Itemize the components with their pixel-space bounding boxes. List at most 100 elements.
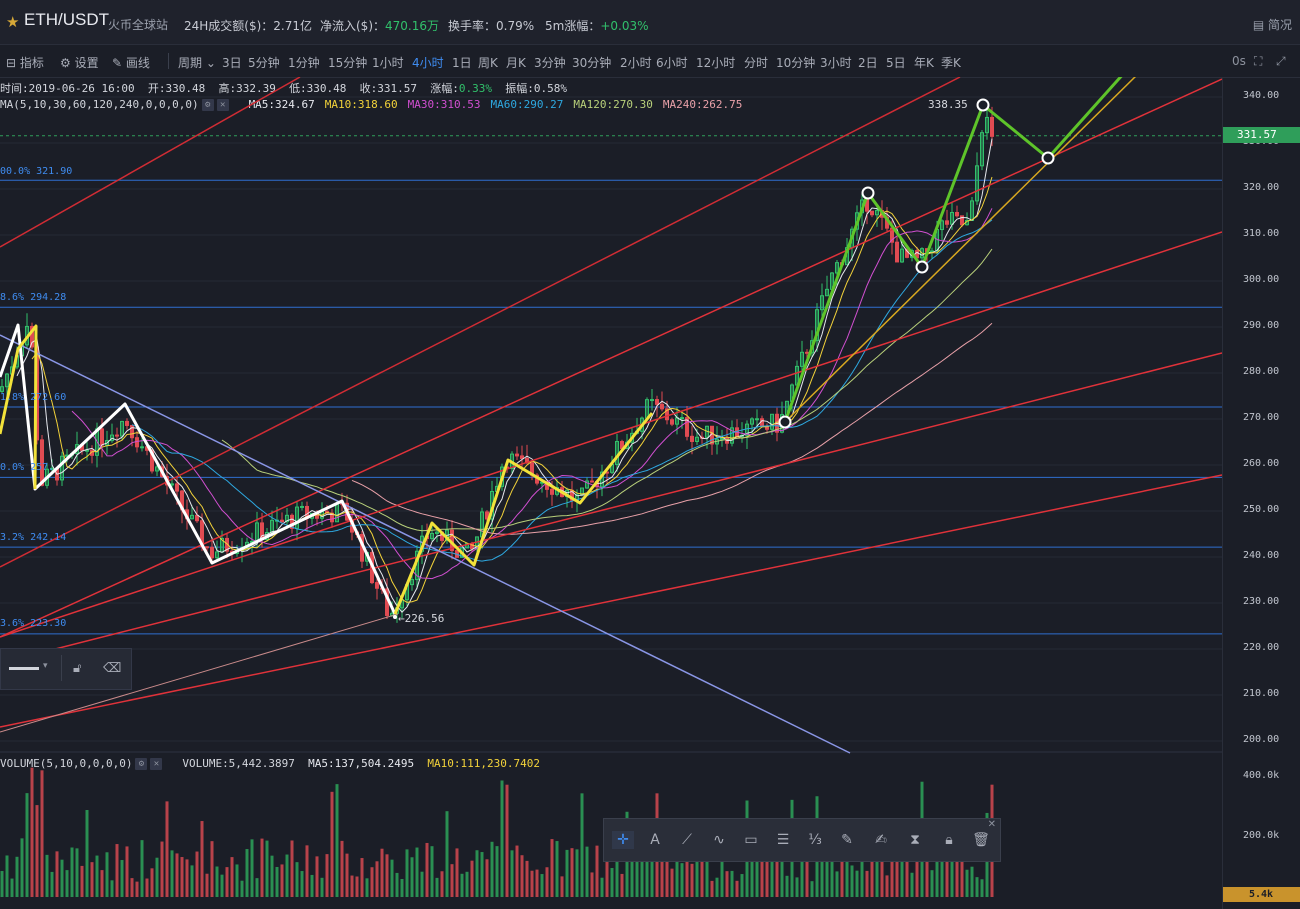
candle-info: 时间:2019-06-26 16:00 开:330.48 高:332.39 低:… [0,82,568,95]
candle [695,436,699,442]
volume-bar [280,864,284,897]
volume-bar [85,809,89,897]
period-dropdown[interactable]: 周期 ⌄ [178,56,216,70]
candle [940,220,944,231]
volume-bar [15,856,19,897]
volume-bar [455,848,459,897]
volume-bar [365,878,369,897]
ma-line [351,322,993,535]
volume-bar [590,872,594,897]
volume-bar [390,859,394,897]
eraser-icon[interactable]: ⌫ [103,661,122,676]
price-axis[interactable]: 340.00330.00320.00310.00300.00290.00280.… [1222,77,1300,909]
tab-period[interactable]: 4小时 [412,56,444,70]
candle [195,514,199,522]
tab-period[interactable]: 3日 [222,56,242,70]
volume-bar [235,864,239,897]
volume-bar [30,767,34,897]
tab-period[interactable]: 5日 [886,56,906,70]
wave-icon[interactable]: ∿ [713,832,725,848]
volume-bar [105,852,109,897]
favorite-star-icon[interactable]: ★ [6,13,20,31]
ma-close-icon[interactable]: ✕ [216,99,229,111]
candle [685,417,689,437]
tab-period[interactable]: 年K [914,56,934,70]
stat-turnover-rate: 换手率：0.79% [448,19,535,33]
price-tick-label: 270.00 [1243,412,1280,423]
tab-period[interactable]: 5分钟 [248,56,280,70]
pencil-icon: ✎ [112,56,126,70]
volume-bar [410,857,414,897]
candle [800,351,804,367]
brush-icon[interactable]: ✍ [875,832,887,848]
tab-period[interactable]: 12小时 [696,56,736,70]
volume-bar [400,878,404,897]
fullscreen-icon[interactable]: ⛶ [1254,54,1263,68]
volume-close-icon[interactable]: ✕ [150,758,163,770]
simple-info-button[interactable]: ▤ 简况 [1252,18,1292,32]
volume-bar [115,844,119,897]
trash-icon[interactable]: 🗑︎ [972,832,990,848]
tab-period[interactable]: 3小时 [820,56,852,70]
volume-bar [685,850,689,897]
channel-line [0,231,1222,638]
price-tick-label: 300.00 [1243,274,1280,285]
text-icon[interactable]: A [650,832,660,848]
ma-value-label: MA240:262.75 [662,98,743,111]
unlock-icon[interactable]: 🔓︎ [73,661,82,676]
fib-icon[interactable]: ⅓ [808,832,822,848]
tab-period[interactable]: 3分钟 [534,56,566,70]
price-chart[interactable] [0,77,1222,909]
volume-bar [700,839,704,897]
close-icon[interactable]: ✕ [987,819,996,830]
tab-period[interactable]: 分时 [744,56,769,70]
rectangle-icon[interactable]: ▭ [744,832,758,848]
volume-bar [765,858,769,897]
volume-bar [475,850,479,897]
expand-icon[interactable]: ⤢ [1276,54,1286,68]
tab-period[interactable]: 15分钟 [328,56,368,70]
tab-period[interactable]: 1分钟 [288,56,320,70]
volume-bar [690,863,694,897]
tab-period[interactable]: 2小时 [620,56,652,70]
settings-button[interactable]: ⚙ 设置 [60,56,99,70]
tab-period[interactable]: 30分钟 [572,56,612,70]
symbol-title[interactable]: ETH/USDT [24,10,109,29]
candle [215,551,219,559]
channel-line [0,77,301,248]
volume-bar [205,873,209,897]
candle [680,417,684,420]
volume-bar [310,874,314,897]
chevron-down-icon[interactable]: ▾ [43,661,48,671]
indicator-button[interactable]: ⊟ 指标 [6,56,44,70]
ma-settings-icon[interactable]: ⚙ [201,99,214,111]
volume-bar [775,858,779,897]
candle [410,579,414,586]
candle [550,488,554,495]
pattern-icon[interactable]: ⧗ [910,832,920,848]
fib-level-label: 3.6% 223.30 [0,618,67,629]
volume-bar [660,848,664,897]
tab-period[interactable]: 6小时 [656,56,688,70]
tab-period[interactable]: 1日 [452,56,472,70]
draw-button[interactable]: ✎ 画线 [112,56,150,70]
tab-period[interactable]: 10分钟 [776,56,816,70]
pencil-icon[interactable]: ✎ [841,832,853,848]
ray-icon[interactable]: ⟋ [682,832,692,848]
tab-period[interactable]: 2日 [858,56,878,70]
pivot-point [778,415,792,429]
parallel-icon[interactable]: ☰ [776,832,790,848]
tab-period[interactable]: 1小时 [372,56,404,70]
tab-period[interactable]: 周K [478,56,498,70]
volume-bar [820,847,824,897]
candle [435,531,439,534]
crosshair-icon[interactable]: ✛ [612,831,634,849]
volume-bar [405,849,409,897]
tab-period[interactable]: 季K [941,56,961,70]
line-style-selector[interactable] [9,667,39,670]
tab-period[interactable]: 月K [506,56,526,70]
divider [168,53,169,69]
volume-settings-icon[interactable]: ⚙ [135,758,148,770]
lock-icon[interactable]: 🔒︎ [945,832,953,848]
candle [105,440,109,446]
